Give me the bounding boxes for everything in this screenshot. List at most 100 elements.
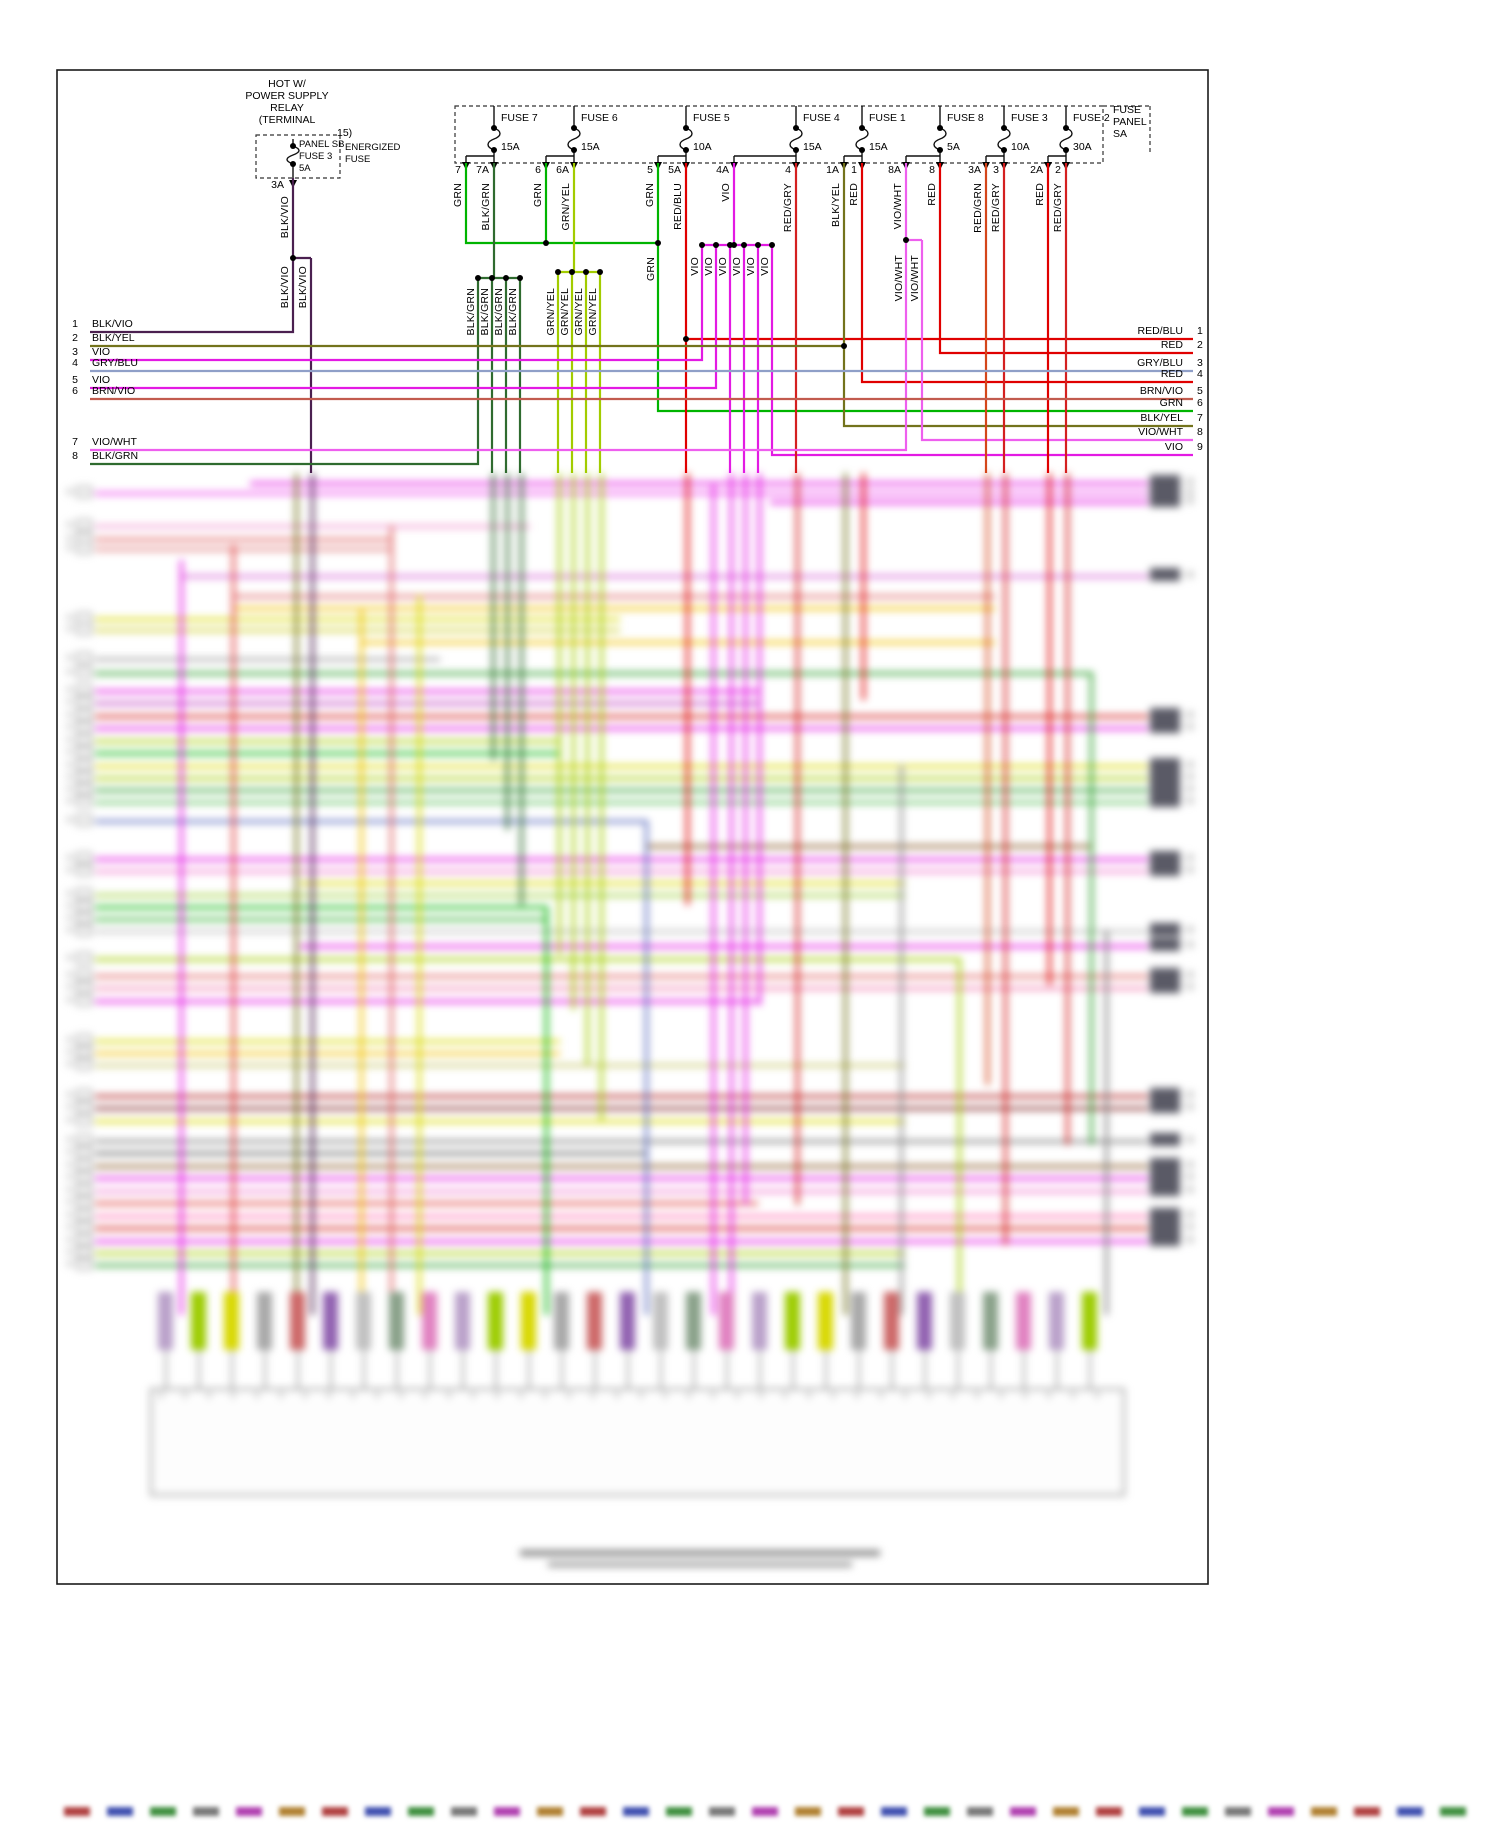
blurred-shape [592,1391,594,1399]
blurred-legend-mark [1096,1807,1122,1816]
blurred-shape [1105,930,1108,1315]
blurred-shape [76,1046,92,1058]
wire-color-label: BLK/GRN [507,288,519,336]
right-wire-label: VIO [1164,441,1183,453]
relay-title-line: HOT W/ [268,78,306,90]
fuse-symbol [997,127,1011,151]
relay-box-line: 5A [299,163,311,174]
left-wire-label: VIO [92,346,111,358]
blurred-shape [752,1292,767,1350]
blurred-shape [66,625,73,632]
wire-color-label: RED/GRN [972,183,984,233]
blurred-legend-mark [1010,1807,1036,1816]
blurred-shape [76,1258,92,1270]
left-wire-label: VIO [92,374,111,386]
blurred-legend-mark [64,1807,90,1816]
blurred-shape [66,1036,73,1043]
wire-color-label: BLK/YEL [830,183,842,228]
pin-number: 6A [556,164,569,176]
junction-dot [290,143,296,149]
blurred-shape [496,1391,498,1399]
blurred-shape [719,1292,734,1350]
blurred-shape [180,575,1148,578]
blurred-shape [66,614,73,621]
relay-box-line: FUSE 3 [299,151,333,162]
blurred-shape [76,1134,92,1146]
fuse-name: FUSE 5 [693,112,730,124]
blurred-shape [76,684,92,696]
right-pin-number: 2 [1197,339,1203,351]
blurred-shape [660,1350,662,1388]
blurred-shape [66,854,73,861]
fuse-panel-dashed-box [454,105,1104,164]
blurred-shape [785,1292,800,1350]
blurred-legend-mark [537,1807,563,1816]
fuse-rating: 15A [803,141,822,153]
blurred-shape [1186,773,1194,780]
relay-side-label: ENERGIZED [345,142,401,153]
blurred-shape [832,1391,834,1399]
blurred-shape [95,1190,1148,1193]
blurred-shape [1186,761,1194,768]
blurred-shape [1186,723,1194,730]
wire-color-label: VIO [720,183,732,202]
blurred-shape [95,740,560,743]
fuse-symbol [855,127,869,151]
wire-color-label: GRN/YEL [587,288,599,336]
relay-title-line: (TERMINAL [258,114,316,126]
pin-number: 5 [647,164,653,176]
wire-color-label: RED/GRY [1052,183,1064,233]
wire-color-label: GRN/YEL [545,288,557,336]
pin-number: 8A [888,164,901,176]
blurred-shape [76,1221,92,1233]
blurred-shape [1186,926,1194,933]
blurred-shape [311,473,314,1315]
fuse-symbol [487,127,501,151]
blurred-shape [232,1391,234,1399]
blurred-legend-mark [1053,1807,1079,1816]
blurred-legend-mark [967,1807,993,1816]
blurred-shape [66,1048,73,1055]
blurred-shape [165,1350,167,1388]
wire-color-label: GRN [532,183,544,207]
right-wire-label: BLK/YEL [1140,412,1183,424]
blurred-shape [389,1292,404,1350]
blurred-shape [363,1350,365,1388]
blurred-shape [76,746,92,758]
blurred-shape [1186,797,1194,804]
left-pin-number: 6 [72,385,78,397]
blurred-shape [1186,866,1194,873]
blurred-shape [66,1198,73,1205]
blurred-legend-mark [881,1807,907,1816]
blurred-shape [95,1107,1148,1110]
fuse-name: FUSE 2 [1073,112,1110,124]
blurred-shape [422,1292,437,1350]
blurred-shape [66,996,73,1003]
blurred-shape [95,858,1148,861]
right-pin-number: 8 [1197,426,1203,438]
blurred-shape [66,534,73,541]
blurred-shape [1150,1133,1180,1146]
blurred-shape [250,482,1148,485]
blurred-shape [488,1292,503,1350]
blurred-shape [290,1292,305,1350]
blurred-legend-mark [580,1807,606,1816]
blurred-shape [356,1292,371,1350]
blurred-shape [1049,1292,1064,1350]
junction-dot [903,237,909,243]
blurred-shape [360,607,363,1315]
wire-color-label: VIO [745,257,757,276]
blurred-legend-mark [1440,1807,1466,1816]
blurred-shape [76,795,92,807]
blurred-shape [191,1292,206,1350]
pin-number: 2A [1030,164,1043,176]
blurred-shape [66,654,73,661]
fuse-panel-label-line: PANEL [1113,116,1147,128]
blurred-shape [856,1391,858,1399]
right-wire-label: GRN [1159,397,1183,409]
blurred-shape [640,1391,642,1399]
blurred-shape [95,975,1148,978]
wire-color-label: GRN/YEL [573,288,585,336]
